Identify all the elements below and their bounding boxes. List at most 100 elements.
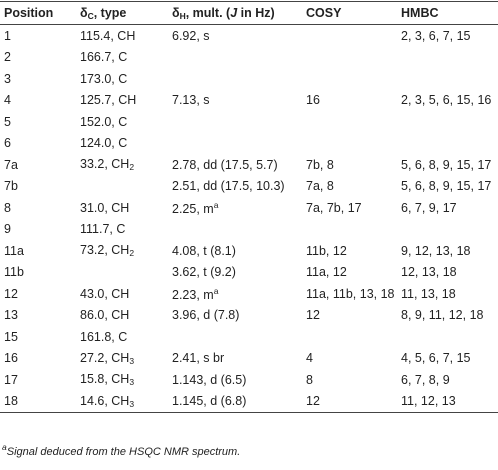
text-part-sub: H xyxy=(179,10,186,21)
table-cell xyxy=(397,68,498,90)
table-cell: 11, 12, 13 xyxy=(397,391,498,413)
cell-text: 43.0, CH xyxy=(80,286,130,301)
cell-text: 16 xyxy=(4,351,18,366)
cell-text: 12, 13, 18 xyxy=(401,265,457,280)
text-part-after: , mult. ( xyxy=(185,5,231,20)
text-part-text: 73.2, CH xyxy=(80,243,130,258)
cell-text: 11, 12, 13 xyxy=(401,394,456,409)
table-cell: 12 xyxy=(302,391,397,413)
table-cell: 11a, 11b, 13, 18 xyxy=(302,283,397,305)
table-cell: 4.08, t (8.1) xyxy=(168,240,302,262)
text-part-text: 33.2, CH xyxy=(80,157,130,172)
cell-text: 7.13, s xyxy=(172,93,210,108)
table-cell xyxy=(76,176,168,198)
table-row: 2 166.7, C xyxy=(0,47,498,69)
cell-text: 4.08, t (8.1) xyxy=(172,243,236,258)
cell-text: 5 xyxy=(4,114,11,129)
text-part-sub: 2 xyxy=(129,248,135,259)
table-cell: 2.23, ma xyxy=(168,283,302,305)
column-header: HMBC xyxy=(397,2,498,25)
cell-text: HMBC xyxy=(401,6,439,20)
table-cell: 3 xyxy=(0,68,76,90)
table-cell: 2.51, dd (17.5, 10.3) xyxy=(168,176,302,198)
table-row: 5 152.0, C xyxy=(0,111,498,133)
table-cell: 166.7, C xyxy=(76,47,168,69)
cell-text: 1.143, d (6.5) xyxy=(172,372,247,387)
table-cell xyxy=(168,111,302,133)
table-cell: 5, 6, 8, 9, 15, 17 xyxy=(397,154,498,176)
cell-text: 2, 3, 6, 7, 15 xyxy=(401,28,471,43)
table-row: 9 111.7, C xyxy=(0,219,498,241)
table-cell: 5 xyxy=(0,111,76,133)
cell-text: 6, 7, 9, 17 xyxy=(401,200,457,215)
table-cell xyxy=(302,219,397,241)
table-row: 3 173.0, C xyxy=(0,68,498,90)
cell-text: 4 xyxy=(306,351,313,366)
text-part-sub: 3 xyxy=(129,398,135,409)
cell-text: 152.0, C xyxy=(80,114,128,129)
column-header: δC, type xyxy=(76,2,168,25)
text-part-sup: a xyxy=(2,442,7,452)
nmr-table: Position δC, type δH, mult. (J in Hz) COSY H… xyxy=(0,1,498,413)
column-header: δH, mult. (J in Hz) xyxy=(168,2,302,25)
table-row: 13 86.0, CH 3.96, d (7.8) 12 8, 9, 11, 12, 1… xyxy=(0,305,498,327)
table-cell: 1.143, d (6.5) xyxy=(168,369,302,391)
cell-text: 5, 6, 8, 9, 15, 17 xyxy=(401,179,492,194)
table-cell: 11a xyxy=(0,240,76,262)
cell-text: 6, 7, 8, 9 xyxy=(401,372,450,387)
cell-text: Position xyxy=(4,6,54,20)
table-cell xyxy=(168,219,302,241)
table-cell: 12 xyxy=(302,305,397,327)
column-header: COSY xyxy=(302,2,397,25)
table-row: 18 14.6, CH3 1.145, d (6.8) 12 11, 12, 13 xyxy=(0,391,498,413)
cell-text: 111.7, C xyxy=(80,222,126,237)
text-part-sup: a xyxy=(213,199,219,210)
table-cell: 6 xyxy=(0,133,76,155)
table-row: 11a 73.2, CH2 4.08, t (8.1) 11b, 12 9, 12, 1… xyxy=(0,240,498,262)
cell-text: 11a xyxy=(4,243,24,258)
column-header: Position xyxy=(0,2,76,25)
text-part-sub: 2 xyxy=(129,162,135,173)
table-row: 11b 3.62, t (9.2) 11a, 12 12, 13, 18 xyxy=(0,262,498,284)
table-cell: 11a, 12 xyxy=(302,262,397,284)
table-cell: 2.78, dd (17.5, 5.7) xyxy=(168,154,302,176)
cell-text: 166.7, C xyxy=(80,50,128,65)
table-cell xyxy=(397,111,498,133)
text-part-text: δ xyxy=(80,5,88,20)
table-cell: 15 xyxy=(0,326,76,348)
table-cell: 86.0, CH xyxy=(76,305,168,327)
table-cell xyxy=(397,133,498,155)
cell-text: 2.78, dd (17.5, 5.7) xyxy=(172,157,278,172)
cell-text: 115.4, CH xyxy=(80,28,136,43)
cell-text: 18 xyxy=(4,394,18,409)
cell-text: 4, 5, 6, 7, 15 xyxy=(401,351,471,366)
table-row: 17 15.8, CH3 1.143, d (6.5) 8 6, 7, 8, 9 xyxy=(0,369,498,391)
table-cell xyxy=(168,133,302,155)
table-cell: 8, 9, 11, 12, 18 xyxy=(397,305,498,327)
cell-text: 3.62, t (9.2) xyxy=(172,265,236,280)
cell-text: 125.7, CH xyxy=(80,93,137,108)
cell-text: COSY xyxy=(306,6,342,20)
cell-text: 5, 6, 8, 9, 15, 17 xyxy=(401,157,492,172)
table-cell: 161.8, C xyxy=(76,326,168,348)
cell-text: 12 xyxy=(306,394,320,409)
table-cell xyxy=(302,47,397,69)
table-cell: 5, 6, 8, 9, 15, 17 xyxy=(397,176,498,198)
table-cell: 4 xyxy=(302,348,397,370)
table-cell: 18 xyxy=(0,391,76,413)
table-cell xyxy=(168,47,302,69)
table-cell: 33.2, CH2 xyxy=(76,154,168,176)
text-part-text: 2.25, m xyxy=(172,201,214,216)
table-cell: 73.2, CH2 xyxy=(76,240,168,262)
text-part-italic: J xyxy=(230,5,238,20)
text-part-sub: 3 xyxy=(129,377,135,388)
table-cell xyxy=(302,111,397,133)
table-cell: 152.0, C xyxy=(76,111,168,133)
table-cell xyxy=(302,326,397,348)
table-row: 4 125.7, CH 7.13, s 16 2, 3, 5, 6, 15, 16 xyxy=(0,90,498,112)
table-cell: 115.4, CH xyxy=(76,25,168,47)
cell-text: 124.0, C xyxy=(80,136,128,151)
table-cell xyxy=(302,133,397,155)
table-cell xyxy=(302,25,397,47)
cell-text: 13 xyxy=(4,308,18,323)
